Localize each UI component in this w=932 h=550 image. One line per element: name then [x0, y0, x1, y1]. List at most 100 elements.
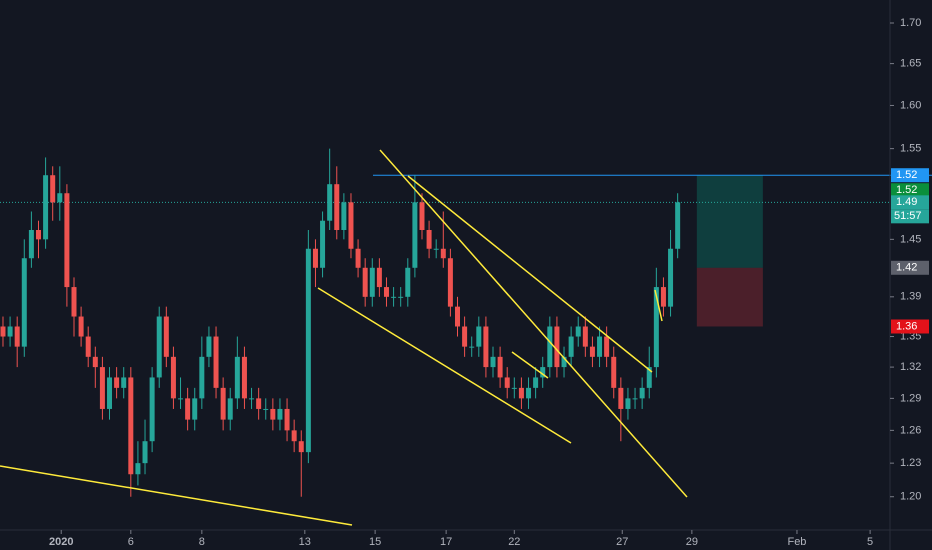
- candle-body: [476, 326, 482, 347]
- x-tick-label: 5: [867, 536, 873, 548]
- x-tick-label: 13: [299, 536, 311, 548]
- candle-body: [135, 463, 141, 475]
- candle-body: [57, 193, 63, 203]
- countdown-box: [891, 209, 929, 224]
- candle-body: [128, 377, 134, 475]
- y-tick-label: 1.32: [900, 361, 921, 373]
- candle-body: [547, 326, 553, 368]
- candle-body: [78, 316, 84, 337]
- entry-badge-label: 1.42: [896, 262, 917, 274]
- candle-body: [121, 377, 127, 388]
- candle-body: [170, 356, 176, 399]
- candle-body: [561, 356, 567, 368]
- candle-body: [511, 387, 517, 389]
- x-tick-label: Feb: [787, 536, 806, 548]
- candle-body: [334, 184, 340, 230]
- candle-body: [142, 441, 148, 464]
- trend-line: [654, 289, 663, 322]
- target-zone: [696, 175, 763, 268]
- candle-body: [114, 377, 120, 388]
- countdown: 51:57: [891, 209, 929, 224]
- stop-badge-box: [891, 319, 929, 334]
- trend-line: [0, 465, 353, 526]
- candle-body: [256, 398, 262, 409]
- y-tick-label: 1.70: [900, 17, 921, 29]
- countdown-label: 51:57: [894, 210, 922, 222]
- candle-body: [568, 336, 574, 357]
- candle-body: [369, 267, 375, 297]
- candle-body: [348, 202, 354, 249]
- candle-body: [341, 202, 347, 230]
- candle-body: [43, 175, 49, 240]
- candle-body: [412, 202, 418, 268]
- target-badge: 1.52: [891, 183, 929, 198]
- candle-body: [660, 287, 666, 307]
- y-tick-label: 1.26: [900, 424, 921, 436]
- candle-body: [426, 229, 432, 249]
- candle-body: [376, 267, 382, 288]
- candle-body: [440, 248, 446, 259]
- candle-body: [618, 387, 624, 409]
- target-badge-box: [891, 183, 929, 198]
- candle-body: [178, 398, 184, 400]
- candle-body: [312, 248, 318, 268]
- candle-body: [632, 398, 638, 400]
- candle-body: [71, 287, 77, 317]
- y-tick-label: 1.55: [900, 143, 921, 155]
- candle-body: [639, 387, 645, 399]
- candle-body: [398, 296, 404, 298]
- candle-body: [320, 220, 326, 268]
- candle-body: [0, 326, 6, 337]
- candle-body: [35, 229, 41, 240]
- candle-body: [241, 356, 247, 399]
- candle-body: [234, 356, 240, 399]
- candle-body: [21, 258, 27, 347]
- candle-body: [611, 356, 617, 388]
- candle-body: [213, 336, 219, 388]
- candle-body: [355, 248, 361, 268]
- candle-body: [469, 346, 475, 348]
- candle-body: [249, 398, 255, 400]
- candle-body: [625, 398, 631, 409]
- candle-body: [298, 441, 304, 453]
- candle-body: [646, 367, 652, 388]
- candle-body: [291, 430, 297, 442]
- x-tick-label: 22: [508, 536, 520, 548]
- candle-body: [419, 202, 425, 230]
- candle-body: [526, 387, 532, 399]
- candle-body: [462, 326, 468, 347]
- candle-body: [277, 408, 283, 420]
- candle-body: [668, 248, 674, 307]
- candle-body: [582, 326, 588, 347]
- y-tick-label: 1.39: [900, 291, 921, 303]
- candle-body: [14, 326, 20, 347]
- candle-body: [192, 398, 198, 420]
- candle-body: [50, 175, 56, 203]
- x-tick-label: 29: [686, 536, 698, 548]
- candle-body: [540, 367, 546, 378]
- candle-body: [327, 184, 333, 221]
- candle-body: [653, 287, 659, 368]
- y-tick-label: 1.65: [900, 58, 921, 70]
- stop-badge-label: 1.36: [896, 320, 917, 332]
- entry-badge: 1.42: [891, 260, 929, 275]
- candle-body: [533, 377, 539, 388]
- candle-body: [454, 306, 460, 327]
- y-tick-label: 1.45: [900, 233, 921, 245]
- x-tick-label: 8: [199, 536, 205, 548]
- stop-badge: 1.36: [891, 319, 929, 334]
- candle-body: [589, 346, 595, 357]
- candle-body: [7, 326, 13, 337]
- candle-body: [270, 408, 276, 420]
- trend-lines: [0, 149, 688, 526]
- candle-body: [675, 202, 681, 249]
- candle-body: [575, 326, 581, 337]
- candle-body: [383, 287, 389, 297]
- level-badge-box: [891, 168, 929, 183]
- candle-body: [99, 367, 105, 409]
- plot-area: [0, 148, 932, 497]
- candle-body: [497, 356, 503, 378]
- candle-body: [227, 398, 233, 420]
- candle-body: [518, 387, 524, 399]
